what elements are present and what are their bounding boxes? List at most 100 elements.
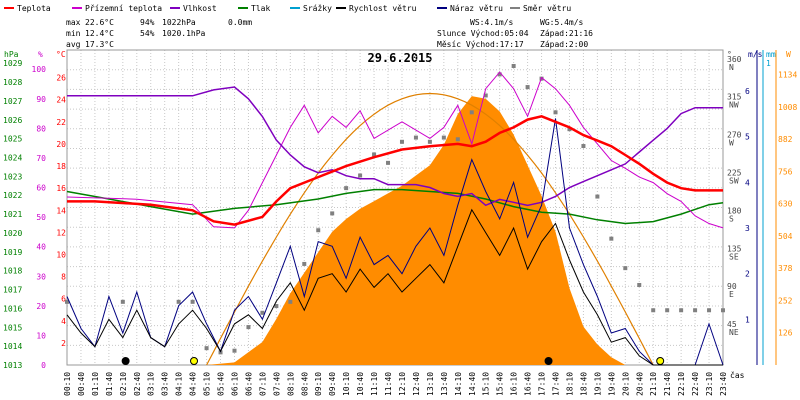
direction-point: [65, 299, 69, 304]
tick-deg-dir: W: [729, 139, 734, 148]
tick-x: 11:10: [370, 372, 379, 396]
direction-point: [707, 308, 712, 313]
tick-x: 02:40: [133, 372, 142, 396]
tick-w: 630: [778, 200, 793, 209]
tick-c: 6: [61, 295, 66, 304]
tick-x: 22:10: [677, 372, 686, 396]
stats-block: max 22.6°C 94% 1022hPa 0.0mm min 12.4°C 54% 1020…: [66, 18, 593, 49]
tick-x: 20:40: [635, 372, 644, 396]
moonrise-marker: [544, 357, 553, 365]
tick-pct: 30: [36, 272, 46, 281]
tick-mm: 1: [766, 59, 771, 68]
tick-x: 07:10: [258, 372, 267, 396]
x-axis-label: čas: [730, 370, 745, 380]
tick-pct: 20: [36, 302, 46, 311]
tick-hpa: 1020: [3, 229, 22, 238]
tick-ms: 2: [745, 270, 750, 279]
tick-w: 504: [778, 232, 793, 241]
tick-deg-dir: SW: [729, 176, 739, 185]
tick-x: 09:40: [328, 372, 337, 396]
legend-label: Rychlost větru: [349, 4, 417, 13]
tick-deg: 270: [727, 131, 742, 140]
axis-unit-ms: m/s: [748, 50, 763, 59]
direction-point: [469, 110, 474, 115]
direction-point: [232, 348, 237, 353]
tick-hpa: 1021: [3, 210, 22, 219]
direction-point: [651, 308, 656, 313]
direction-point: [372, 152, 377, 157]
tick-x: 19:40: [607, 372, 616, 396]
direction-point: [483, 93, 488, 98]
axis-unit-hpa: hPa: [4, 50, 19, 59]
legend-label: Vlhkost: [183, 4, 217, 13]
direction-point: [316, 228, 321, 233]
tick-w: 756: [778, 167, 793, 176]
tick-x: 08:40: [300, 372, 309, 396]
direction-point: [455, 137, 460, 142]
direction-point: [204, 346, 209, 351]
tick-c: 14: [56, 206, 66, 215]
moon-set: Západ:2:00: [540, 40, 588, 49]
direction-point: [665, 308, 670, 313]
tick-x: 04:10: [175, 372, 184, 396]
direction-point: [721, 308, 725, 313]
tick-x: 14:40: [468, 372, 477, 396]
axis-unit-c: °C: [56, 50, 66, 59]
tick-x: 06:10: [230, 372, 239, 396]
tick-x: 23:40: [719, 372, 728, 396]
direction-point: [399, 139, 404, 144]
direction-point: [679, 308, 684, 313]
tick-deg: 360: [727, 55, 742, 64]
series-solar: [67, 96, 723, 365]
tick-hpa: 1022: [3, 191, 22, 200]
direction-point: [344, 186, 349, 191]
legend-label: Teplota: [17, 4, 51, 13]
tick-x: 05:40: [217, 372, 226, 396]
tick-deg: 180: [727, 206, 742, 215]
tick-c: 8: [61, 273, 66, 282]
direction-point: [358, 173, 363, 178]
direction-point: [497, 72, 502, 77]
stat-min-press: 1020.1hPa: [162, 29, 206, 38]
moon-rise: Měsíc Východ:17:17: [437, 40, 524, 49]
legend-label: Srážky: [303, 4, 332, 13]
direction-point: [581, 144, 586, 149]
tick-c: 4: [61, 317, 66, 326]
tick-pct: 50: [36, 213, 46, 222]
tick-x: 13:40: [440, 372, 449, 396]
tick-pct: 40: [36, 243, 46, 252]
grid: [66, 49, 724, 366]
tick-x: 01:10: [91, 372, 100, 396]
direction-point: [567, 127, 572, 132]
stat-max-label: max: [66, 18, 81, 27]
tick-pct: 10: [36, 331, 46, 340]
tick-x: 19:10: [593, 372, 602, 396]
tick-x: 18:40: [579, 372, 588, 396]
tick-c: 2: [61, 339, 66, 348]
tick-w: 1134: [778, 71, 797, 80]
tick-hpa: 1017: [3, 286, 22, 295]
tick-hpa: 1019: [3, 248, 22, 257]
sunrise-marker: [190, 357, 199, 365]
legend-label: Přízemní teplota: [85, 4, 162, 13]
sun-set: Západ:21:16: [540, 29, 593, 38]
tick-x: 18:10: [565, 372, 574, 396]
direction-point: [176, 299, 181, 304]
tick-ms: 1: [745, 315, 750, 324]
tick-x: 07:40: [272, 372, 281, 396]
tick-x: 23:10: [705, 372, 714, 396]
stat-max-temp: 22.6°C: [85, 18, 114, 27]
tick-x: 12:10: [398, 372, 407, 396]
tick-x: 14:10: [454, 372, 463, 396]
tick-x: 12:40: [412, 372, 421, 396]
tick-deg: 315: [727, 93, 742, 102]
tick-c: 22: [56, 118, 66, 127]
tick-x: 03:10: [147, 372, 156, 396]
tick-w: 378: [778, 264, 793, 273]
axis-unit-deg: °: [727, 50, 732, 59]
tick-ms: 4: [745, 178, 750, 187]
direction-point: [302, 261, 307, 266]
legend-label: Náraz větru: [450, 4, 503, 13]
